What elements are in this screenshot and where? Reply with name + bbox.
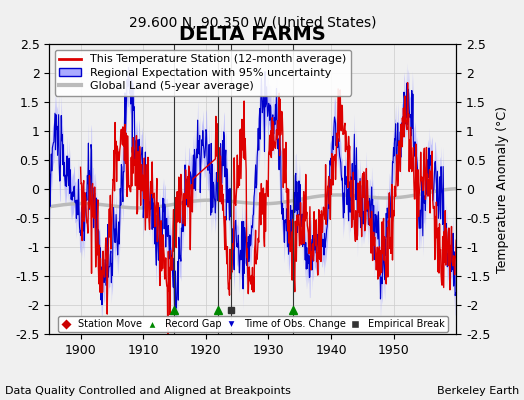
Text: Berkeley Earth: Berkeley Earth	[436, 386, 519, 396]
Text: Data Quality Controlled and Aligned at Breakpoints: Data Quality Controlled and Aligned at B…	[5, 386, 291, 396]
Y-axis label: Temperature Anomaly (°C): Temperature Anomaly (°C)	[496, 106, 509, 273]
Text: 29.600 N, 90.350 W (United States): 29.600 N, 90.350 W (United States)	[129, 16, 376, 30]
Legend: Station Move, Record Gap, Time of Obs. Change, Empirical Break: Station Move, Record Gap, Time of Obs. C…	[58, 316, 447, 332]
Title: DELTA FARMS: DELTA FARMS	[179, 26, 326, 44]
